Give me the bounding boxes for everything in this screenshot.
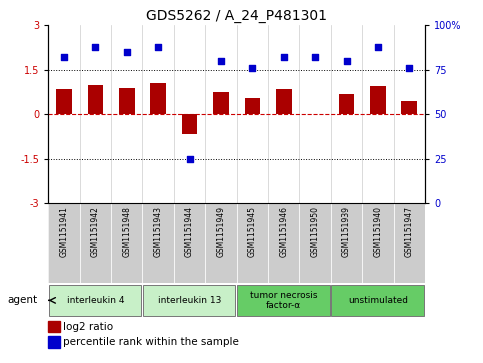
Bar: [237, 203, 268, 283]
Bar: [205, 203, 237, 283]
Text: tumor necrosis
factor-α: tumor necrosis factor-α: [250, 291, 317, 310]
Bar: [362, 203, 394, 283]
Bar: [142, 203, 174, 283]
Bar: [119, 87, 135, 114]
Text: GSM1151940: GSM1151940: [373, 206, 383, 257]
Text: GSM1151939: GSM1151939: [342, 206, 351, 257]
Bar: [56, 89, 72, 114]
Text: GSM1151942: GSM1151942: [91, 206, 100, 257]
Point: [249, 65, 256, 71]
Bar: [150, 83, 166, 114]
Bar: [268, 203, 299, 283]
Text: percentile rank within the sample: percentile rank within the sample: [63, 337, 239, 347]
Point: [155, 44, 162, 50]
Text: interleukin 4: interleukin 4: [67, 296, 124, 305]
Bar: [370, 86, 386, 114]
Point: [92, 44, 99, 50]
Text: unstimulated: unstimulated: [348, 296, 408, 305]
Point: [374, 44, 382, 50]
Bar: [339, 94, 355, 114]
Bar: [48, 321, 59, 333]
Point: [406, 65, 413, 71]
Bar: [331, 203, 362, 283]
Bar: [111, 203, 142, 283]
Bar: [299, 203, 331, 283]
Text: GSM1151946: GSM1151946: [279, 206, 288, 257]
Bar: [48, 203, 80, 283]
Text: GSM1151944: GSM1151944: [185, 206, 194, 257]
Bar: [143, 285, 235, 316]
Point: [186, 156, 194, 162]
Point: [60, 54, 68, 60]
Text: GSM1151948: GSM1151948: [122, 206, 131, 257]
Point: [312, 54, 319, 60]
Text: GSM1151945: GSM1151945: [248, 206, 257, 257]
Text: GSM1151941: GSM1151941: [59, 206, 69, 257]
Bar: [237, 285, 329, 316]
Text: interleukin 13: interleukin 13: [158, 296, 221, 305]
Bar: [394, 203, 425, 283]
Point: [343, 58, 351, 64]
Bar: [49, 285, 141, 316]
Bar: [80, 203, 111, 283]
Point: [217, 58, 225, 64]
Text: log2 ratio: log2 ratio: [63, 322, 114, 332]
Bar: [401, 101, 417, 114]
Title: GDS5262 / A_24_P481301: GDS5262 / A_24_P481301: [146, 9, 327, 23]
Text: GSM1151950: GSM1151950: [311, 206, 320, 257]
Text: agent: agent: [7, 295, 37, 305]
Point: [280, 54, 288, 60]
Bar: [48, 336, 59, 348]
Bar: [182, 114, 198, 134]
Text: GSM1151949: GSM1151949: [216, 206, 226, 257]
Text: GSM1151943: GSM1151943: [154, 206, 163, 257]
Bar: [331, 285, 424, 316]
Bar: [174, 203, 205, 283]
Text: GSM1151947: GSM1151947: [405, 206, 414, 257]
Bar: [213, 92, 229, 114]
Point: [123, 49, 131, 55]
Bar: [276, 89, 292, 114]
Bar: [87, 85, 103, 114]
Bar: [244, 98, 260, 114]
